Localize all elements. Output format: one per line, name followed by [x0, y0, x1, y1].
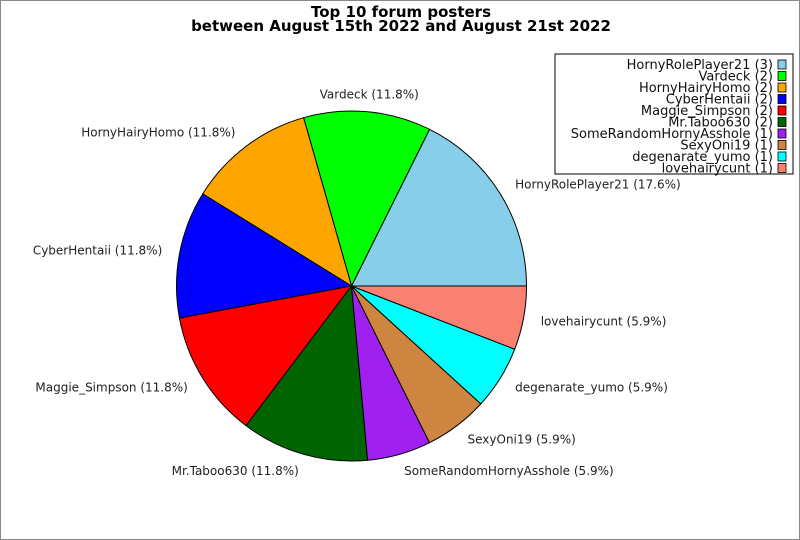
legend-entry: Mr.Taboo630 (2): [668, 116, 773, 131]
chart-title-line-2: between August 15th 2022 and August 21st…: [191, 17, 611, 35]
legend-entry: CyberHentaii (2): [666, 93, 773, 108]
pie-slice-Mr.Taboo630: [245, 284, 369, 462]
legend-entry: lovehairycunt (1): [662, 162, 773, 177]
slice-label: HornyHairyHomo (11.8%): [81, 125, 235, 139]
legend-swatch: [777, 59, 787, 70]
legend-swatch: [777, 117, 787, 127]
legend-swatch: [777, 82, 787, 93]
pie-slice-HornyHairyHomo: [202, 117, 353, 288]
slice-label: CyberHentaii (11.8%): [33, 244, 162, 258]
legend-box: [554, 53, 794, 175]
slice-label: SomeRandomHornyAsshole (5.9%): [404, 464, 614, 478]
pie-slice-HornyRolePlayer21: [350, 128, 528, 287]
legend-entry: Vardeck (2): [699, 70, 773, 85]
legend-swatch: [777, 71, 787, 81]
legend-swatch: [777, 151, 787, 162]
pie-slice-Vardeck: [302, 110, 431, 288]
legend-entry: HornyHairyHomo (2): [639, 81, 773, 96]
legend-swatch: [777, 94, 787, 104]
legend-swatch: [777, 163, 787, 173]
legend-entry: SexyOni19 (1): [680, 139, 773, 154]
legend-entry: degenarate_yumo (1): [632, 150, 773, 165]
legend-entry: Maggie_Simpson (2): [641, 104, 773, 119]
pie-slice-CyberHentaii: [176, 193, 353, 319]
chart-title-line-1: Top 10 forum posters: [311, 3, 491, 21]
legend-swatch: [777, 128, 787, 139]
slice-label: Vardeck (11.8%): [320, 87, 419, 101]
slice-label: lovehairycunt (5.9%): [541, 314, 667, 328]
slice-label: SexyOni19 (5.9%): [468, 433, 576, 447]
pie-slice-Maggie_Simpson: [178, 285, 353, 427]
slice-label: HornyRolePlayer21 (17.6%): [515, 178, 681, 192]
legend-swatch: [777, 140, 787, 150]
slice-label: degenarate_yumo (5.9%): [515, 380, 668, 394]
legend-swatch: [777, 105, 787, 116]
legend-entry: SomeRandomHornyAsshole (1): [571, 127, 773, 142]
pie-slice-lovehairycunt: [351, 285, 528, 350]
slice-label: Mr.Taboo630 (11.8%): [172, 464, 299, 478]
slice-label: Maggie_Simpson (11.8%): [35, 380, 187, 394]
legend-entry: HornyRolePlayer21 (3): [627, 58, 773, 73]
